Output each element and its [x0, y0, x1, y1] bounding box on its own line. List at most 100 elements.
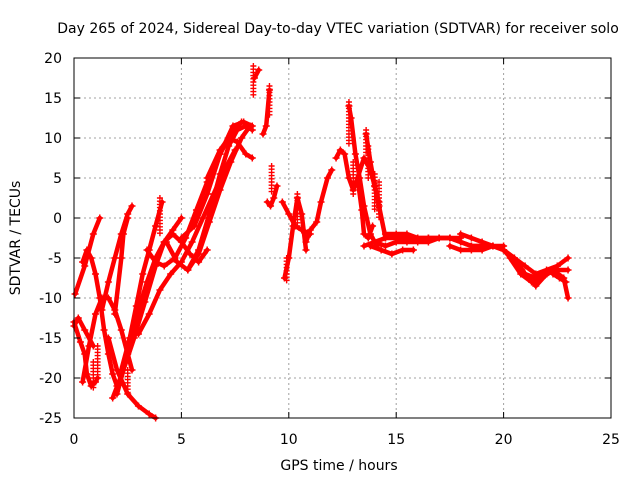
data-point-marker — [111, 254, 119, 262]
data-point-marker — [145, 410, 153, 418]
data-point-marker — [109, 394, 117, 402]
data-point-marker — [403, 238, 411, 246]
data-point-marker — [424, 234, 432, 242]
data-point-marker — [117, 326, 125, 334]
data-point-marker — [328, 166, 336, 174]
data-point-marker — [341, 150, 349, 158]
data-point-marker — [298, 226, 306, 234]
data-point-marker — [478, 246, 486, 254]
data-point-marker — [188, 238, 196, 246]
data-point-marker — [532, 282, 540, 290]
data-point-marker — [564, 266, 572, 274]
data-point-marker — [104, 278, 112, 286]
y-tick-label: -20 — [39, 371, 62, 387]
data-point-marker — [457, 230, 465, 238]
data-point-marker — [156, 286, 164, 294]
data-point-marker — [360, 242, 368, 250]
series-pass-9 — [112, 215, 130, 317]
data-point-marker — [532, 270, 540, 278]
data-point-marker — [195, 246, 203, 254]
spike-marker-column — [294, 191, 301, 229]
spike-marker-column — [250, 63, 257, 98]
data-point-marker — [517, 270, 525, 278]
data-point-marker — [160, 262, 168, 270]
data-point-marker — [89, 230, 97, 238]
data-point-marker — [366, 242, 374, 250]
spike-marker-column — [156, 195, 163, 237]
spike-marker-column — [371, 171, 378, 213]
data-point-marker — [457, 246, 465, 254]
x-axis-label: GPS time / hours — [280, 458, 397, 474]
data-point-marker — [145, 310, 153, 318]
data-point-marker — [388, 250, 396, 258]
plot-frame — [73, 57, 612, 419]
data-point-marker — [141, 298, 149, 306]
data-point-marker — [255, 66, 263, 74]
data-point-marker — [96, 214, 104, 222]
data-point-marker — [360, 154, 368, 162]
data-point-marker — [457, 238, 465, 246]
data-point-marker — [506, 254, 514, 262]
data-point-marker — [79, 258, 87, 266]
y-tick-label: 0 — [53, 211, 62, 227]
data-point-marker — [414, 234, 422, 242]
data-point-marker — [371, 238, 379, 246]
data-point-marker — [270, 194, 278, 202]
data-point-marker — [119, 230, 127, 238]
data-point-marker — [71, 290, 79, 298]
data-point-marker — [134, 330, 142, 338]
data-point-marker — [205, 210, 213, 218]
data-point-marker — [91, 310, 99, 318]
data-point-marker — [98, 306, 106, 314]
data-point-marker — [381, 242, 389, 250]
data-point-marker — [139, 270, 147, 278]
data-point-marker — [240, 118, 248, 126]
axes: 0 5 10 15 20 25 -25 -20 -15 -10 -5 0 5 10 15 20 — [39, 51, 620, 448]
data-point-marker — [130, 334, 138, 342]
data-point-marker — [259, 130, 267, 138]
series-pass-10 — [119, 215, 184, 373]
data-point-marker — [111, 310, 119, 318]
y-axis-label: SDTVAR / TECUs — [8, 181, 24, 296]
x-tick-label: 15 — [387, 432, 405, 448]
data-point-marker — [227, 158, 235, 166]
data-point-marker — [229, 122, 237, 130]
data-point-marker — [152, 258, 160, 266]
data-point-marker — [91, 270, 99, 278]
data-point-marker — [233, 138, 241, 146]
data-point-marker — [435, 234, 443, 242]
data-point-marker — [96, 294, 104, 302]
data-point-marker — [538, 274, 546, 282]
data-point-marker — [81, 262, 89, 270]
data-point-marker — [143, 246, 151, 254]
data-point-marker — [409, 246, 417, 254]
x-tick-label: 25 — [602, 432, 620, 448]
data-point-marker — [248, 122, 256, 130]
data-point-marker — [177, 214, 185, 222]
data-point-marker — [332, 154, 340, 162]
data-point-marker — [184, 266, 192, 274]
data-point-marker — [313, 218, 321, 226]
data-point-marker — [302, 246, 310, 254]
data-point-marker — [81, 326, 89, 334]
spike-marker-column — [350, 159, 357, 197]
spike-marker-column — [90, 359, 97, 391]
spike-marker-column — [283, 255, 290, 284]
data-point-marker — [109, 370, 117, 378]
data-point-marker — [360, 230, 368, 238]
data-point-marker — [489, 242, 497, 250]
data-point-marker — [195, 258, 203, 266]
spike-marker-column — [376, 179, 383, 221]
data-point-marker — [298, 210, 306, 218]
data-point-marker — [446, 234, 454, 242]
data-point-marker — [233, 126, 241, 134]
series-pass-20 — [265, 183, 280, 209]
x-tick-label: 0 — [70, 432, 79, 448]
data-point-marker — [117, 254, 125, 262]
data-point-marker — [87, 254, 95, 262]
data-point-marker — [399, 246, 407, 254]
data-point-marker — [273, 182, 281, 190]
data-point-marker — [203, 174, 211, 182]
series-pass-5 — [71, 315, 96, 349]
